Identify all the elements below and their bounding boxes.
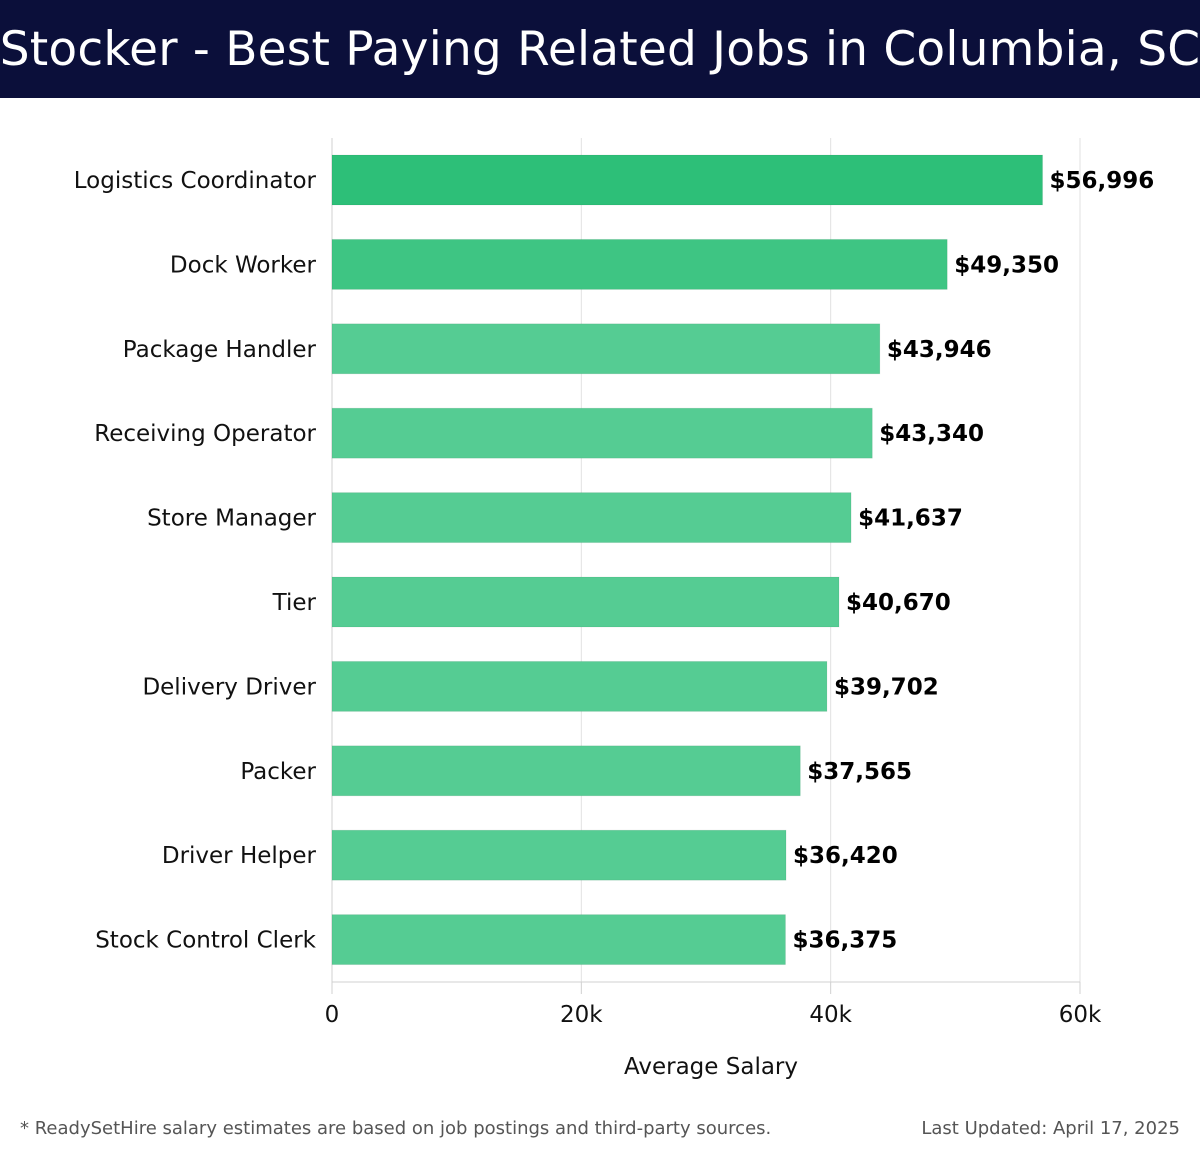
value-label: $56,996 (1050, 168, 1155, 194)
value-label: $36,375 (792, 928, 897, 954)
x-tick-label: 60k (1059, 1002, 1102, 1028)
category-label: Logistics Coordinator (74, 168, 317, 194)
x-axis-title: Average Salary (624, 1054, 798, 1080)
bar[interactable] (331, 576, 840, 628)
last-updated: Last Updated: April 17, 2025 (921, 1118, 1180, 1139)
value-label: $41,637 (858, 506, 963, 532)
chart-header: Stocker - Best Paying Related Jobs in Co… (0, 0, 1200, 98)
bar[interactable] (331, 660, 828, 712)
bar[interactable] (331, 914, 786, 966)
category-label: Driver Helper (162, 843, 317, 869)
value-label: $49,350 (954, 252, 1059, 278)
x-tick-label: 0 (325, 1002, 340, 1028)
category-label: Receiving Operator (94, 421, 316, 447)
bar-chart: 0 20k 40k 60k Average Salary Logistics Coordi… (74, 138, 1155, 1080)
category-label: Packer (240, 759, 316, 785)
value-label: $43,946 (887, 337, 992, 363)
value-label: $43,340 (879, 421, 984, 447)
category-label: Package Handler (123, 337, 317, 363)
category-label: Dock Worker (170, 252, 317, 278)
x-tick-label: 40k (809, 1002, 852, 1028)
category-label: Tier (272, 590, 317, 616)
category-label: Store Manager (147, 506, 316, 532)
value-label: $40,670 (846, 590, 951, 616)
category-label: Delivery Driver (142, 674, 316, 700)
bar[interactable] (331, 323, 881, 375)
footer-note: * ReadySetHire salary estimates are base… (20, 1118, 772, 1139)
bar[interactable] (331, 407, 873, 459)
value-label: $36,420 (793, 843, 898, 869)
bar[interactable] (331, 154, 1044, 206)
bar[interactable] (331, 492, 852, 544)
bar[interactable] (331, 745, 801, 797)
chart-title: Stocker - Best Paying Related Jobs in Co… (0, 21, 1200, 77)
bar[interactable] (331, 238, 948, 290)
x-tick-label: 20k (560, 1002, 603, 1028)
value-label: $39,702 (834, 674, 939, 700)
value-label: $37,565 (807, 759, 912, 785)
category-label: Stock Control Clerk (95, 928, 316, 954)
bar[interactable] (331, 829, 787, 881)
